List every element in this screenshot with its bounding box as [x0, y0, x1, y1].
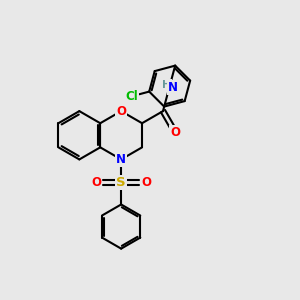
Text: O: O	[116, 105, 126, 118]
Text: Cl: Cl	[126, 90, 139, 103]
Text: H: H	[163, 80, 171, 90]
Text: O: O	[170, 125, 180, 139]
Text: N: N	[168, 81, 178, 94]
Text: O: O	[141, 176, 151, 189]
Text: O: O	[92, 176, 101, 189]
Text: S: S	[116, 176, 126, 189]
Text: N: N	[116, 153, 126, 166]
